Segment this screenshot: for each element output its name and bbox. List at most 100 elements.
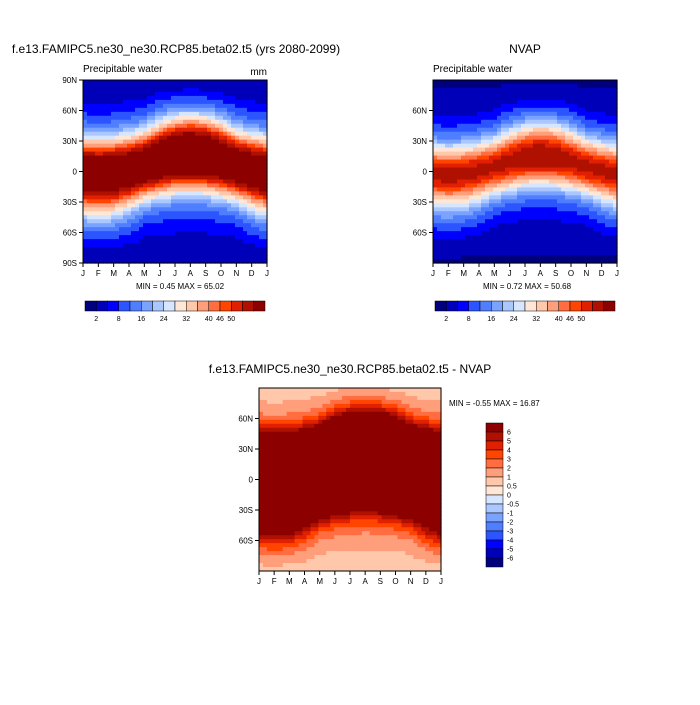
field-cell (338, 392, 343, 397)
field-cell (609, 144, 614, 149)
field-cell (99, 124, 104, 129)
field-cell (461, 251, 466, 256)
field-cell (473, 144, 478, 149)
field-cell (473, 239, 478, 244)
field-cell (433, 88, 438, 93)
field-cell (267, 396, 272, 401)
field-cell (95, 235, 100, 240)
field-cell (83, 255, 88, 260)
field-cell (437, 160, 442, 165)
field-cell (215, 211, 220, 216)
field-cell (135, 219, 140, 224)
field-cell (171, 179, 176, 184)
field-cell (453, 207, 458, 212)
field-cell (107, 183, 112, 188)
field-cell (589, 104, 594, 109)
field-cell (577, 124, 582, 129)
field-cell (291, 416, 296, 421)
field-cell (95, 160, 100, 165)
field-cell (553, 195, 558, 200)
field-cell (291, 392, 296, 397)
field-cell (203, 239, 208, 244)
field-cell (127, 108, 132, 113)
field-cell (255, 96, 260, 101)
field-cell (517, 120, 522, 125)
field-cell (545, 112, 550, 117)
field-cell (569, 112, 574, 117)
field-cell (521, 183, 526, 188)
field-cell (465, 92, 470, 97)
field-cell (259, 195, 264, 200)
field-cell (235, 247, 240, 252)
field-cell (183, 84, 188, 89)
field-cell (409, 412, 414, 417)
field-cell (143, 152, 148, 157)
field-cell (175, 247, 180, 252)
field-cell (593, 144, 598, 149)
field-cell (263, 420, 268, 425)
field-cell (350, 404, 355, 409)
field-cell (131, 156, 136, 161)
field-cell (87, 108, 92, 113)
field-cell (497, 164, 502, 169)
field-cell (227, 80, 232, 85)
field-cell (394, 432, 399, 437)
field-cell (545, 215, 550, 220)
field-cell (465, 235, 470, 240)
field-cell (465, 132, 470, 137)
field-cell (541, 152, 546, 157)
x-tick-label: J (81, 269, 85, 278)
field-cell (314, 416, 319, 421)
field-cell (195, 100, 200, 105)
field-cell (167, 223, 172, 228)
field-cell (183, 191, 188, 196)
field-cell (159, 132, 164, 137)
field-cell (310, 436, 315, 441)
field-cell (91, 183, 96, 188)
field-cell (453, 80, 458, 85)
field-cell (473, 116, 478, 121)
field-cell (99, 175, 104, 180)
field-cell (127, 187, 132, 192)
field-cell (597, 164, 602, 169)
field-cell (215, 96, 220, 101)
field-cell (521, 215, 526, 220)
field-cell (573, 84, 578, 89)
field-cell (557, 199, 562, 204)
field-cell (111, 152, 116, 157)
field-cell (231, 195, 236, 200)
field-cell (199, 227, 204, 232)
field-cell (561, 231, 566, 236)
field-cell (255, 187, 260, 192)
field-cell (469, 243, 474, 248)
field-cell (187, 235, 192, 240)
field-cell (366, 436, 371, 441)
field-cell (453, 112, 458, 117)
field-cell (457, 152, 462, 157)
field-cell (147, 191, 152, 196)
field-cell (513, 219, 518, 224)
field-cell (139, 231, 144, 236)
field-cell (310, 404, 315, 409)
field-cell (533, 243, 538, 248)
field-cell (537, 203, 542, 208)
field-cell (549, 199, 554, 204)
field-cell (191, 179, 196, 184)
field-cell (155, 255, 160, 260)
field-cell (437, 100, 442, 105)
field-cell (147, 247, 152, 252)
field-cell (445, 136, 450, 141)
field-cell (103, 195, 108, 200)
field-cell (354, 432, 359, 437)
field-cell (123, 219, 128, 224)
field-cell (95, 255, 100, 260)
field-cell (255, 179, 260, 184)
field-cell (175, 156, 180, 161)
field-cell (191, 88, 196, 93)
field-cell (287, 388, 292, 393)
field-cell (509, 136, 514, 141)
field-cell (453, 88, 458, 93)
field-cell (203, 175, 208, 180)
field-cell (91, 136, 96, 141)
field-cell (147, 112, 152, 117)
